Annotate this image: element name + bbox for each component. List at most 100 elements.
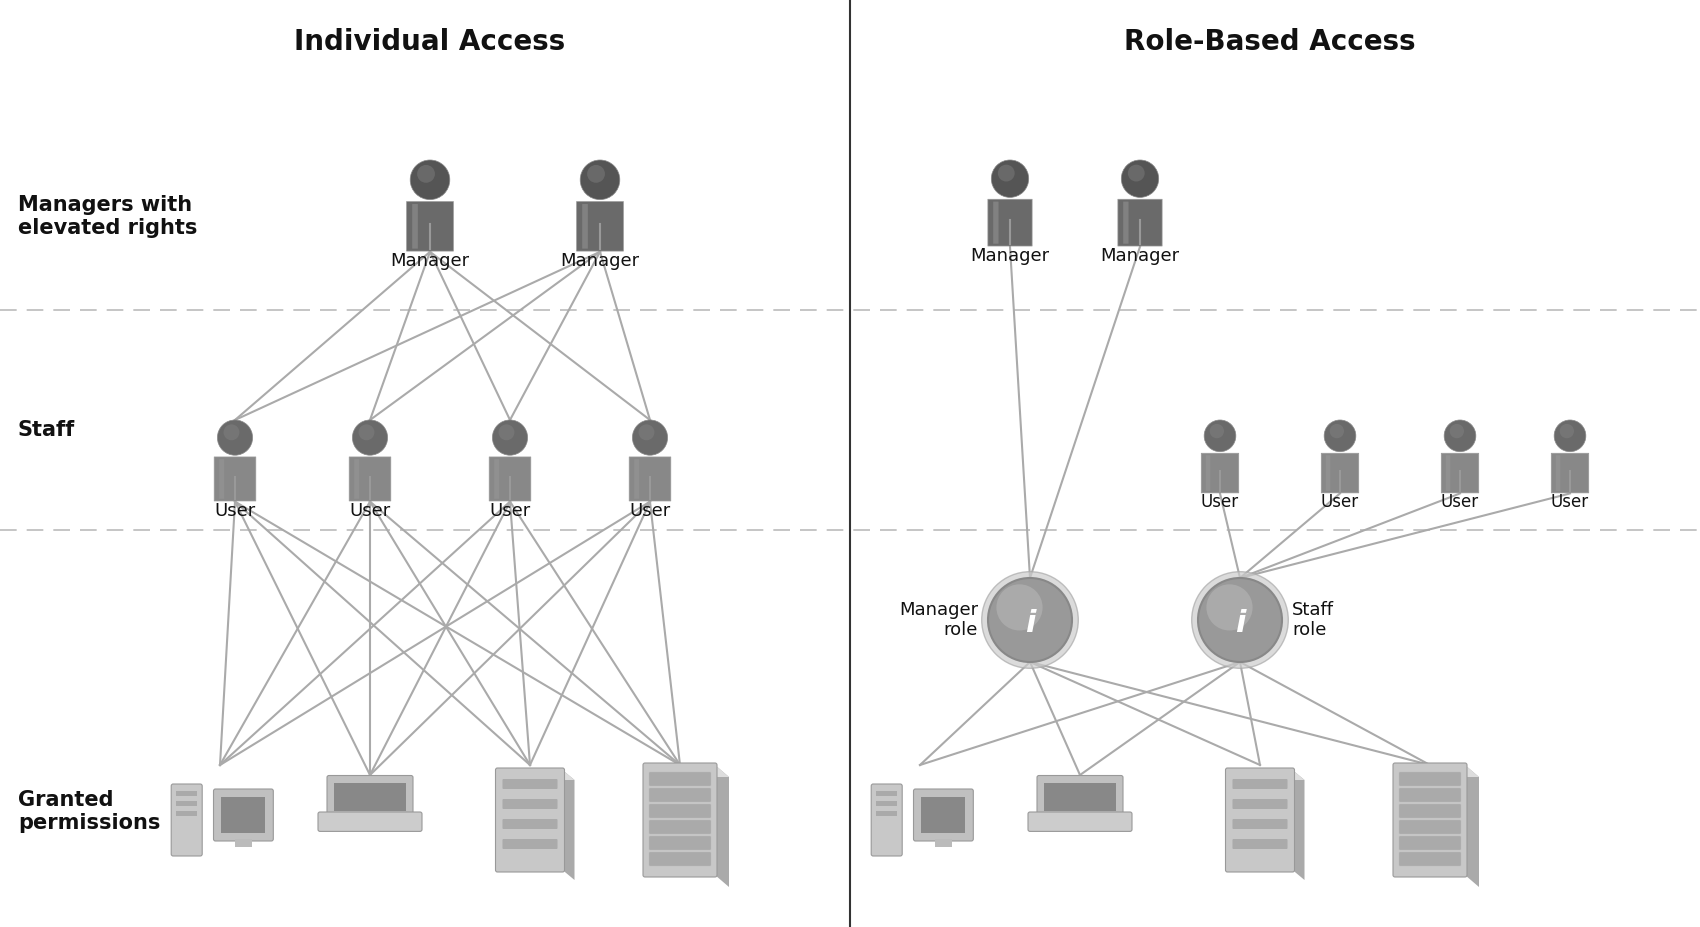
FancyBboxPatch shape bbox=[1399, 836, 1460, 850]
FancyBboxPatch shape bbox=[1232, 779, 1287, 789]
FancyBboxPatch shape bbox=[1445, 455, 1450, 491]
Bar bbox=[921, 797, 966, 833]
FancyBboxPatch shape bbox=[348, 457, 391, 501]
Text: Staff: Staff bbox=[19, 420, 75, 440]
FancyBboxPatch shape bbox=[503, 819, 558, 829]
FancyBboxPatch shape bbox=[214, 457, 255, 501]
Circle shape bbox=[1210, 424, 1224, 438]
FancyBboxPatch shape bbox=[576, 201, 624, 251]
FancyBboxPatch shape bbox=[1202, 453, 1239, 493]
Bar bbox=[876, 791, 898, 796]
Circle shape bbox=[1127, 165, 1144, 182]
Polygon shape bbox=[563, 770, 575, 880]
FancyBboxPatch shape bbox=[1321, 453, 1358, 493]
Polygon shape bbox=[1227, 770, 1304, 780]
Circle shape bbox=[1450, 424, 1464, 438]
FancyBboxPatch shape bbox=[1232, 799, 1287, 809]
FancyBboxPatch shape bbox=[913, 789, 974, 841]
Circle shape bbox=[1554, 420, 1586, 451]
FancyBboxPatch shape bbox=[1232, 839, 1287, 849]
Circle shape bbox=[493, 420, 527, 455]
FancyBboxPatch shape bbox=[219, 459, 224, 499]
Polygon shape bbox=[498, 770, 575, 780]
Circle shape bbox=[416, 165, 435, 183]
FancyBboxPatch shape bbox=[490, 457, 530, 501]
FancyBboxPatch shape bbox=[1399, 820, 1460, 834]
FancyBboxPatch shape bbox=[1399, 804, 1460, 818]
Text: User: User bbox=[1200, 493, 1239, 512]
Text: Manager: Manager bbox=[391, 252, 469, 270]
FancyBboxPatch shape bbox=[503, 839, 558, 849]
FancyBboxPatch shape bbox=[634, 459, 639, 499]
FancyBboxPatch shape bbox=[318, 812, 422, 832]
Text: Staff
role: Staff role bbox=[1292, 601, 1334, 640]
Text: User: User bbox=[214, 502, 255, 520]
Circle shape bbox=[498, 425, 515, 440]
FancyBboxPatch shape bbox=[1556, 455, 1561, 491]
FancyBboxPatch shape bbox=[629, 457, 672, 501]
Polygon shape bbox=[644, 765, 729, 777]
Text: Managers with
elevated rights: Managers with elevated rights bbox=[19, 195, 197, 238]
FancyBboxPatch shape bbox=[649, 852, 711, 866]
Circle shape bbox=[998, 165, 1015, 182]
FancyBboxPatch shape bbox=[581, 204, 588, 248]
FancyBboxPatch shape bbox=[1119, 199, 1163, 246]
FancyBboxPatch shape bbox=[988, 199, 1032, 246]
Text: Individual Access: Individual Access bbox=[294, 28, 566, 56]
Circle shape bbox=[586, 165, 605, 183]
Circle shape bbox=[988, 578, 1073, 662]
FancyBboxPatch shape bbox=[354, 459, 359, 499]
FancyBboxPatch shape bbox=[411, 204, 418, 248]
Circle shape bbox=[580, 160, 620, 199]
Text: User: User bbox=[1442, 493, 1479, 512]
Circle shape bbox=[1324, 420, 1357, 451]
Bar bbox=[333, 782, 406, 811]
FancyBboxPatch shape bbox=[1124, 201, 1129, 244]
Circle shape bbox=[224, 425, 240, 440]
FancyBboxPatch shape bbox=[172, 784, 202, 856]
Text: Manager: Manager bbox=[971, 247, 1049, 265]
FancyBboxPatch shape bbox=[870, 784, 903, 856]
FancyBboxPatch shape bbox=[214, 789, 274, 841]
FancyBboxPatch shape bbox=[495, 459, 500, 499]
Circle shape bbox=[1204, 420, 1236, 451]
FancyBboxPatch shape bbox=[503, 799, 558, 809]
FancyBboxPatch shape bbox=[406, 201, 454, 251]
FancyBboxPatch shape bbox=[1226, 768, 1294, 872]
Circle shape bbox=[639, 425, 655, 440]
FancyBboxPatch shape bbox=[495, 768, 564, 872]
Polygon shape bbox=[716, 765, 729, 887]
Circle shape bbox=[981, 572, 1078, 668]
Text: User: User bbox=[350, 502, 391, 520]
Circle shape bbox=[1198, 578, 1282, 662]
Circle shape bbox=[359, 425, 374, 440]
Text: Role-Based Access: Role-Based Access bbox=[1124, 28, 1416, 56]
Bar bbox=[177, 811, 197, 816]
Bar bbox=[235, 839, 252, 847]
Text: User: User bbox=[629, 502, 670, 520]
Text: User: User bbox=[490, 502, 530, 520]
Circle shape bbox=[632, 420, 668, 455]
Circle shape bbox=[1559, 424, 1574, 438]
Circle shape bbox=[1207, 584, 1253, 630]
FancyBboxPatch shape bbox=[1326, 455, 1331, 491]
Circle shape bbox=[410, 160, 450, 199]
FancyBboxPatch shape bbox=[993, 201, 998, 244]
FancyBboxPatch shape bbox=[649, 804, 711, 818]
Bar bbox=[1044, 782, 1115, 811]
FancyBboxPatch shape bbox=[649, 772, 711, 786]
Circle shape bbox=[991, 160, 1028, 197]
FancyBboxPatch shape bbox=[643, 763, 717, 877]
FancyBboxPatch shape bbox=[1399, 852, 1460, 866]
Circle shape bbox=[1192, 572, 1289, 668]
FancyBboxPatch shape bbox=[503, 779, 558, 789]
FancyBboxPatch shape bbox=[1552, 453, 1590, 493]
Text: Manager
role: Manager role bbox=[899, 601, 978, 640]
FancyBboxPatch shape bbox=[649, 836, 711, 850]
FancyBboxPatch shape bbox=[1205, 455, 1210, 491]
FancyBboxPatch shape bbox=[1028, 812, 1132, 832]
Text: Granted
permissions: Granted permissions bbox=[19, 790, 160, 833]
Circle shape bbox=[996, 584, 1042, 630]
Bar bbox=[221, 797, 265, 833]
Bar bbox=[876, 811, 898, 816]
